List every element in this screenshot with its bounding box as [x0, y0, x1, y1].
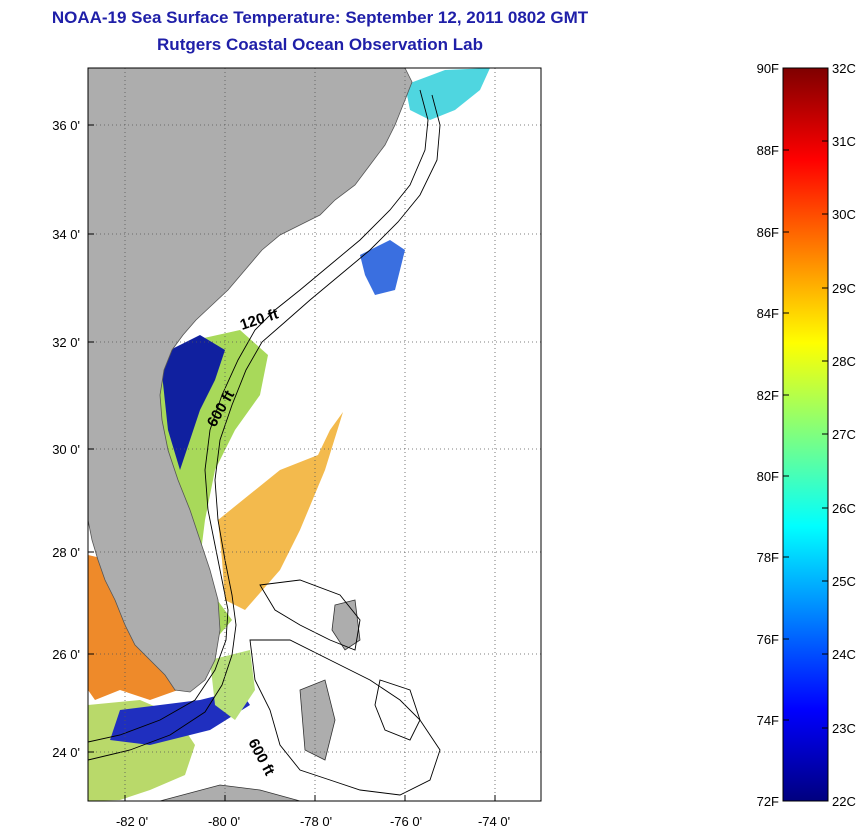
colorbar-c-label: 30C — [832, 207, 856, 222]
colorbar-f-label: 90F — [757, 61, 779, 76]
bathymetry-contours — [88, 89, 441, 796]
lon-tick-label: -80 0' — [208, 814, 240, 829]
lat-tick-label: 28 0' — [52, 545, 80, 560]
colorbar-c-label: 25C — [832, 574, 856, 589]
colorbar-f-label: 74F — [757, 713, 779, 728]
colorbar-c-label: 24C — [832, 647, 856, 662]
sst-patch-north-cyan — [405, 68, 490, 120]
lat-tick-label: 30 0' — [52, 442, 80, 457]
colorbar-ticks — [783, 140, 828, 729]
colorbar-f-label: 72F — [757, 794, 779, 809]
colorbar-f-label: 80F — [757, 469, 779, 484]
land-bahamas-abaco — [331, 599, 361, 651]
colorbar-c-label: 31C — [832, 134, 856, 149]
colorbar-f-label: 84F — [757, 306, 779, 321]
sst-patch-outer-banks — [360, 240, 405, 295]
lat-tick-label: 36 0' — [52, 118, 80, 133]
chart-title: NOAA-19 Sea Surface Temperature: Septemb… — [51, 8, 589, 27]
lat-tick-label: 32 0' — [52, 335, 80, 350]
colorbar-f-label: 76F — [757, 632, 779, 647]
colorbar-c-label: 27C — [832, 427, 856, 442]
land-bahamas-andros — [299, 679, 336, 761]
colorbar-f-label: 88F — [757, 143, 779, 158]
map-ticks — [88, 124, 496, 801]
colorbar-c-label: 22C — [832, 794, 856, 809]
land-mass-us-southeast — [88, 68, 413, 693]
lon-tick-label: -82 0' — [116, 814, 148, 829]
lon-tick-label: -74 0' — [478, 814, 510, 829]
sst-patch-offshore-warm — [218, 412, 343, 610]
colorbar-c-label: 29C — [832, 281, 856, 296]
lon-tick-label: -78 0' — [300, 814, 332, 829]
lat-tick-label: 26 0' — [52, 647, 80, 662]
colorbar-c-label: 28C — [832, 354, 856, 369]
colorbar-f-label: 86F — [757, 225, 779, 240]
colorbar-c-label: 32C — [832, 61, 856, 76]
colorbar-c-label: 26C — [832, 501, 856, 516]
colorbar-f-label: 82F — [757, 388, 779, 403]
colorbar-f-label: 78F — [757, 550, 779, 565]
lat-tick-label: 24 0' — [52, 745, 80, 760]
colorbar — [782, 67, 829, 802]
colorbar-c-label: 23C — [832, 721, 856, 736]
lat-tick-label: 34 0' — [52, 227, 80, 242]
sst-patch-atlantic-se — [210, 650, 255, 720]
chart-subtitle: Rutgers Coastal Ocean Observation Lab — [157, 35, 483, 54]
sst-patch-east-coast-blue — [160, 335, 225, 470]
lon-tick-label: -76 0' — [390, 814, 422, 829]
